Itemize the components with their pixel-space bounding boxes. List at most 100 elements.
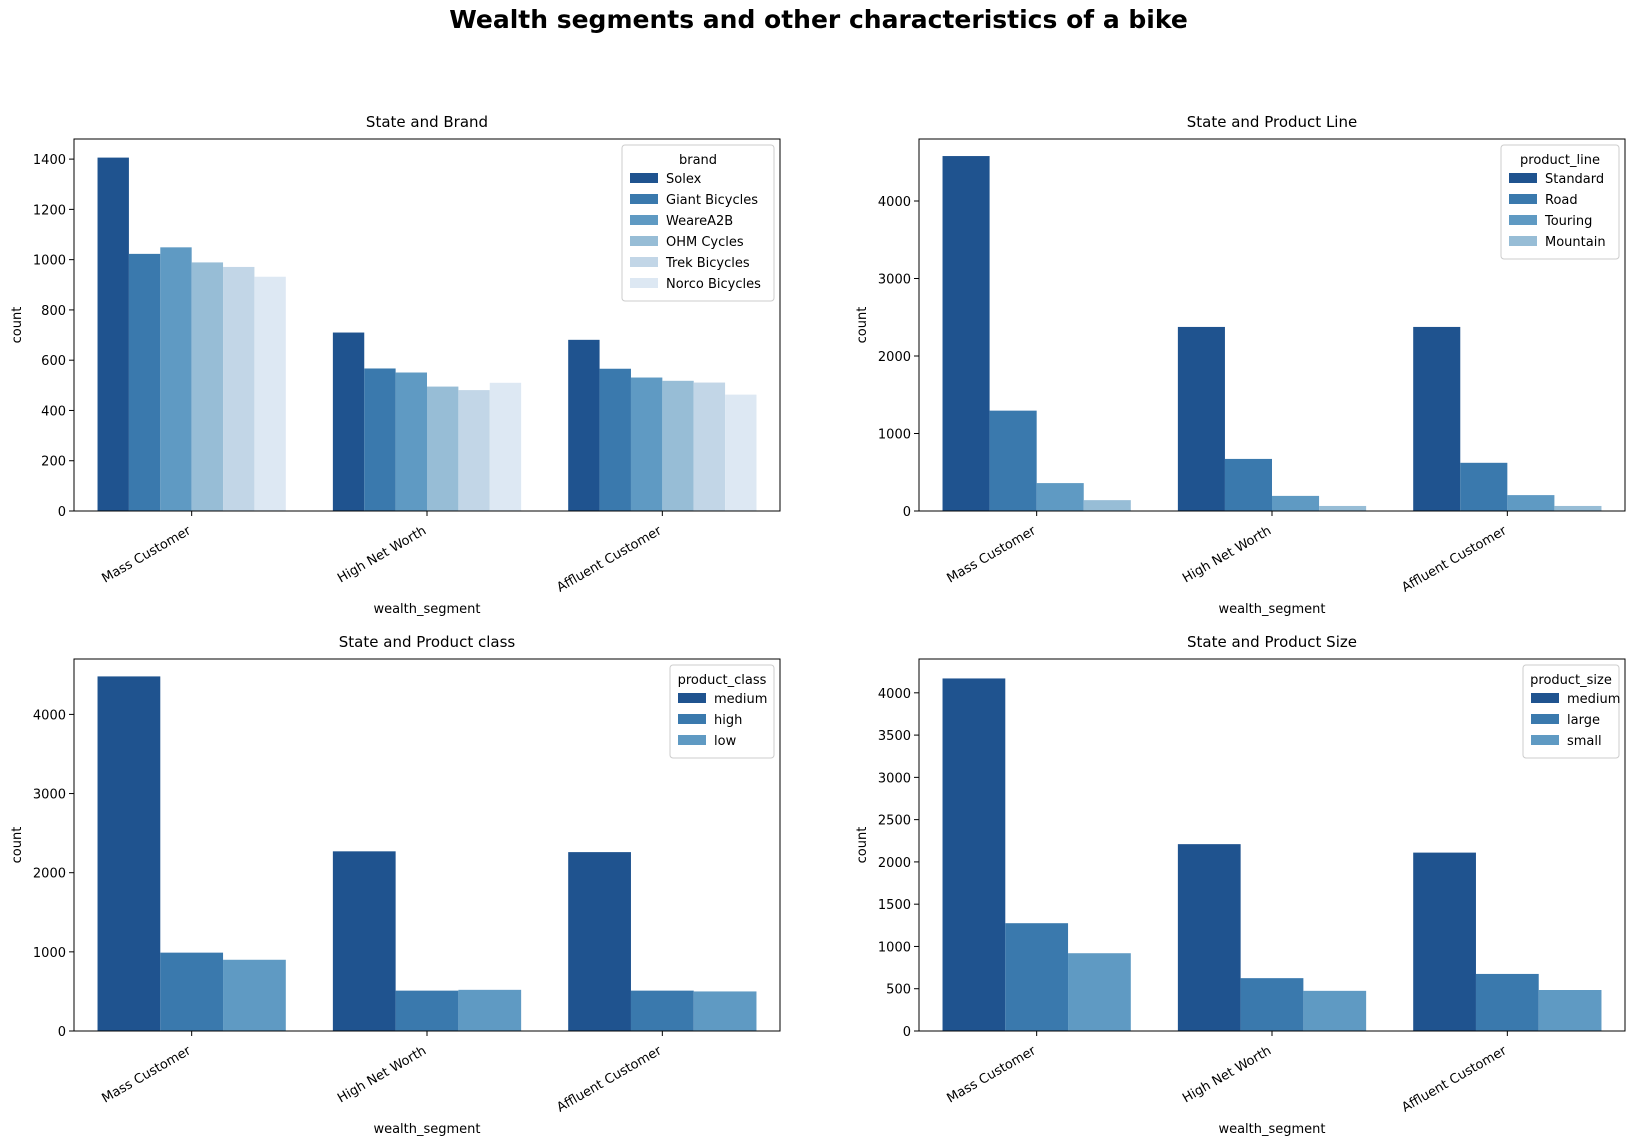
legend-swatch	[1531, 735, 1559, 745]
bar-medium-3	[1413, 852, 1476, 1031]
y-tick-label: 2000	[33, 867, 66, 882]
y-tick-label: 0	[58, 505, 66, 520]
y-tick-label: 600	[41, 354, 66, 369]
y-axis-label: count	[855, 307, 870, 344]
y-tick-label: 2000	[878, 350, 911, 365]
legend-swatch	[678, 693, 706, 703]
bar-norco-bicycles-1	[254, 276, 286, 511]
y-tick-label: 1200	[33, 203, 66, 218]
chart-title: State and Product Line	[1187, 113, 1357, 131]
legend-swatch	[630, 215, 658, 225]
legend-swatch	[630, 278, 658, 288]
bar-ohm-cycles-1	[191, 262, 224, 511]
bar-touring-1	[1036, 483, 1084, 511]
bar-ohm-cycles-2	[427, 386, 459, 511]
bar-norco-bicycles-2	[489, 382, 522, 511]
legend-item-label: Trek Bicycles	[665, 256, 750, 271]
figure-title: Wealth segments and other characteristic…	[449, 5, 1188, 34]
x-tick-label: Mass Customer	[945, 1043, 1040, 1106]
bar-mountain-3	[1554, 505, 1602, 511]
y-tick-label: 1500	[878, 898, 911, 913]
legend-item-label: Norco Bicycles	[666, 277, 761, 292]
legend: product_line Standard Road Touring Mountain	[1500, 144, 1620, 260]
y-tick-label: 2000	[878, 856, 911, 871]
bar-trek-bicycles-2	[458, 390, 490, 511]
bar-touring-2	[1272, 495, 1320, 511]
chart-panel-4: 0 500 1000 1500 2000 2500 3000 3500 4000 Mass Cus…	[855, 633, 1626, 1137]
bar-medium-3	[568, 852, 631, 1031]
y-tick-label: 3000	[33, 788, 66, 803]
bar-giant-bicycles-3	[599, 368, 631, 511]
y-tick-label: 400	[41, 404, 66, 419]
legend-item-label: high	[714, 713, 742, 728]
legend-item-label: Road	[1545, 193, 1578, 208]
legend-item-label: OHM Cycles	[666, 235, 744, 250]
bar-medium-1	[942, 678, 1006, 1031]
bar-low-1	[223, 959, 286, 1031]
y-tick-label: 3500	[878, 729, 911, 744]
chart-title: State and Product class	[339, 633, 516, 651]
y-tick-label: 800	[41, 304, 66, 319]
y-tick-label: 2500	[878, 814, 911, 829]
bar-mountain-2	[1319, 505, 1367, 511]
x-axis-label: wealth_segment	[1218, 602, 1325, 617]
y-tick-label: 4000	[878, 195, 911, 210]
x-tick-label: High Net Worth	[1180, 523, 1274, 586]
x-tick-label: Affluent Customer	[554, 1043, 665, 1115]
bar-standard-3	[1413, 326, 1461, 511]
legend: brand Solex Giant Bicycles WeareA2B OHM Cycl…	[621, 144, 775, 302]
x-tick-label: High Net Worth	[1180, 1043, 1274, 1106]
legend-swatch	[1509, 194, 1537, 204]
y-tick-label: 500	[886, 983, 911, 998]
x-axis-label: wealth_segment	[373, 602, 480, 617]
y-axis-label: count	[10, 307, 25, 344]
legend-item-label: small	[1567, 734, 1602, 749]
bar-wearea2b-1	[160, 247, 192, 511]
y-tick-label: 1000	[878, 940, 911, 955]
legend-item-label: Solex	[666, 172, 702, 187]
legend-item-label: medium	[714, 692, 767, 707]
bar-low-3	[693, 991, 757, 1031]
bar-small-2	[1303, 990, 1367, 1031]
bar-large-3	[1475, 973, 1539, 1031]
bar-ohm-cycles-3	[662, 380, 694, 511]
legend-box	[621, 144, 775, 302]
bar-low-2	[458, 989, 522, 1031]
x-tick-label: Mass Customer	[100, 1043, 195, 1106]
y-tick-label: 1000	[33, 946, 66, 961]
legend-title: product_line	[1520, 153, 1600, 168]
bar-norco-bicycles-3	[725, 394, 757, 511]
bar-solex-3	[568, 339, 600, 511]
legend-title: product_class	[678, 673, 767, 688]
bar-medium-1	[97, 676, 161, 1031]
bar-large-2	[1240, 978, 1304, 1031]
legend-swatch	[1531, 693, 1559, 703]
legend-swatch	[1509, 173, 1537, 183]
bar-high-1	[160, 952, 224, 1031]
y-tick-label: 1400	[33, 153, 66, 168]
legend-swatch	[1531, 714, 1559, 724]
y-tick-label: 1000	[33, 254, 66, 269]
x-tick-label: Mass Customer	[945, 523, 1040, 586]
bar-standard-1	[942, 156, 990, 512]
bar-road-2	[1224, 458, 1272, 511]
legend-item-label: low	[714, 734, 737, 749]
bar-small-3	[1538, 990, 1602, 1031]
y-tick-label: 4000	[878, 687, 911, 702]
bar-high-2	[395, 990, 459, 1031]
bar-large-1	[1005, 923, 1069, 1031]
bar-small-1	[1068, 953, 1131, 1031]
legend-item-label: Touring	[1544, 214, 1592, 229]
legend-swatch	[1509, 215, 1537, 225]
chart-panel-3: 0 1000 2000 3000 4000 Mass Customer High Net W…	[10, 633, 781, 1137]
legend-swatch	[678, 735, 706, 745]
bar-road-1	[989, 410, 1037, 511]
y-tick-label: 0	[58, 1025, 66, 1040]
y-tick-label: 3000	[878, 771, 911, 786]
bar-medium-2	[1177, 844, 1241, 1031]
y-tick-label: 200	[41, 455, 66, 470]
legend-item-label: large	[1567, 713, 1600, 728]
chart-panel-1: 0 200 400 600 800 1000 1200 1400 Mass Customer Hi…	[10, 113, 781, 617]
